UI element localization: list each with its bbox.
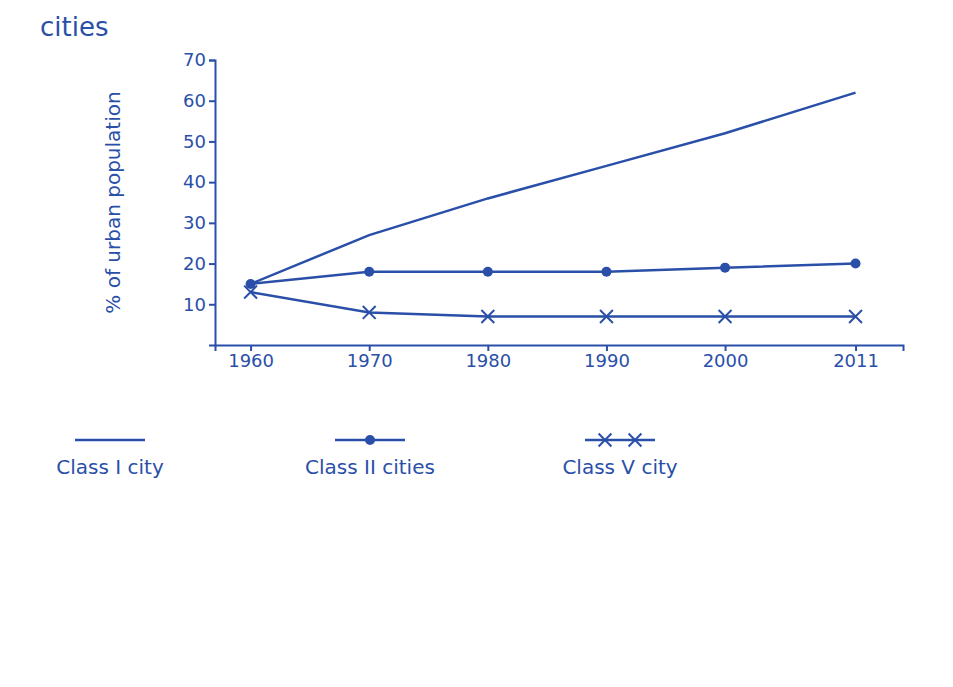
marker — [483, 267, 493, 277]
tick: 40 — [183, 171, 215, 192]
tick-label: 10 — [183, 294, 206, 315]
marker — [600, 310, 613, 323]
tick-label: 1960 — [228, 350, 274, 371]
legend-marker — [365, 435, 375, 445]
legend-swatch — [75, 439, 145, 442]
tick-mark — [209, 182, 215, 184]
series-line — [251, 292, 856, 316]
legend: Class I city Class II cities Class V city — [56, 434, 678, 479]
tick-label: 20 — [183, 253, 206, 274]
tick-mark — [209, 304, 215, 306]
tick: 20 — [183, 253, 215, 274]
series-line — [251, 264, 856, 284]
tick: 30 — [183, 212, 215, 233]
legend-label: Class V city — [562, 455, 677, 479]
tick: 70 — [183, 49, 215, 70]
tick-label: 70 — [183, 49, 206, 70]
tick: 10 — [183, 294, 215, 315]
chart: cities% of urban population1960197019801… — [0, 0, 953, 687]
tick-label: 2000 — [703, 350, 749, 371]
legend-label: Class II cities — [305, 455, 435, 479]
axis-line — [209, 61, 216, 346]
title: cities — [40, 12, 108, 42]
tick-mark — [209, 60, 215, 62]
tick: 50 — [183, 131, 215, 152]
series-line — [251, 93, 856, 284]
tick: 2000 — [703, 345, 749, 371]
axis-line — [216, 346, 904, 352]
marker — [720, 263, 730, 273]
tick: 1960 — [228, 345, 274, 371]
tick-mark — [209, 263, 215, 265]
y-axis-title: % of urban population — [101, 91, 125, 313]
marker — [851, 259, 861, 269]
tick-label: 40 — [183, 171, 206, 192]
legend-marker — [599, 434, 612, 447]
tick: 1990 — [584, 345, 630, 371]
tick-mark — [209, 100, 215, 102]
marker — [849, 310, 862, 323]
tick-label: 1980 — [465, 350, 511, 371]
marker — [481, 310, 494, 323]
tick: 2011 — [833, 345, 879, 371]
tick-label: 60 — [183, 90, 206, 111]
tick-label: 30 — [183, 212, 206, 233]
marker — [364, 267, 374, 277]
x-axis: 1960 1970 1980 1990 2000 2011 — [216, 345, 904, 371]
tick-mark — [209, 141, 215, 143]
y-axis: 10 20 30 40 50 60 70 — [183, 49, 215, 345]
tick: 60 — [183, 90, 215, 111]
legend-label: Class I city — [56, 455, 164, 479]
legend-marker — [629, 434, 642, 447]
tick: 1980 — [465, 345, 511, 371]
tick-label: 50 — [183, 131, 206, 152]
tick: 1970 — [347, 345, 393, 371]
plot-area — [244, 93, 862, 323]
tick-label: 2011 — [833, 350, 879, 371]
marker — [363, 306, 376, 319]
tick-mark — [209, 222, 215, 224]
marker — [244, 286, 257, 299]
marker — [719, 310, 732, 323]
tick-label: 1990 — [584, 350, 630, 371]
tick-label: 1970 — [347, 350, 393, 371]
legend-swatch — [585, 439, 655, 442]
marker — [601, 267, 611, 277]
